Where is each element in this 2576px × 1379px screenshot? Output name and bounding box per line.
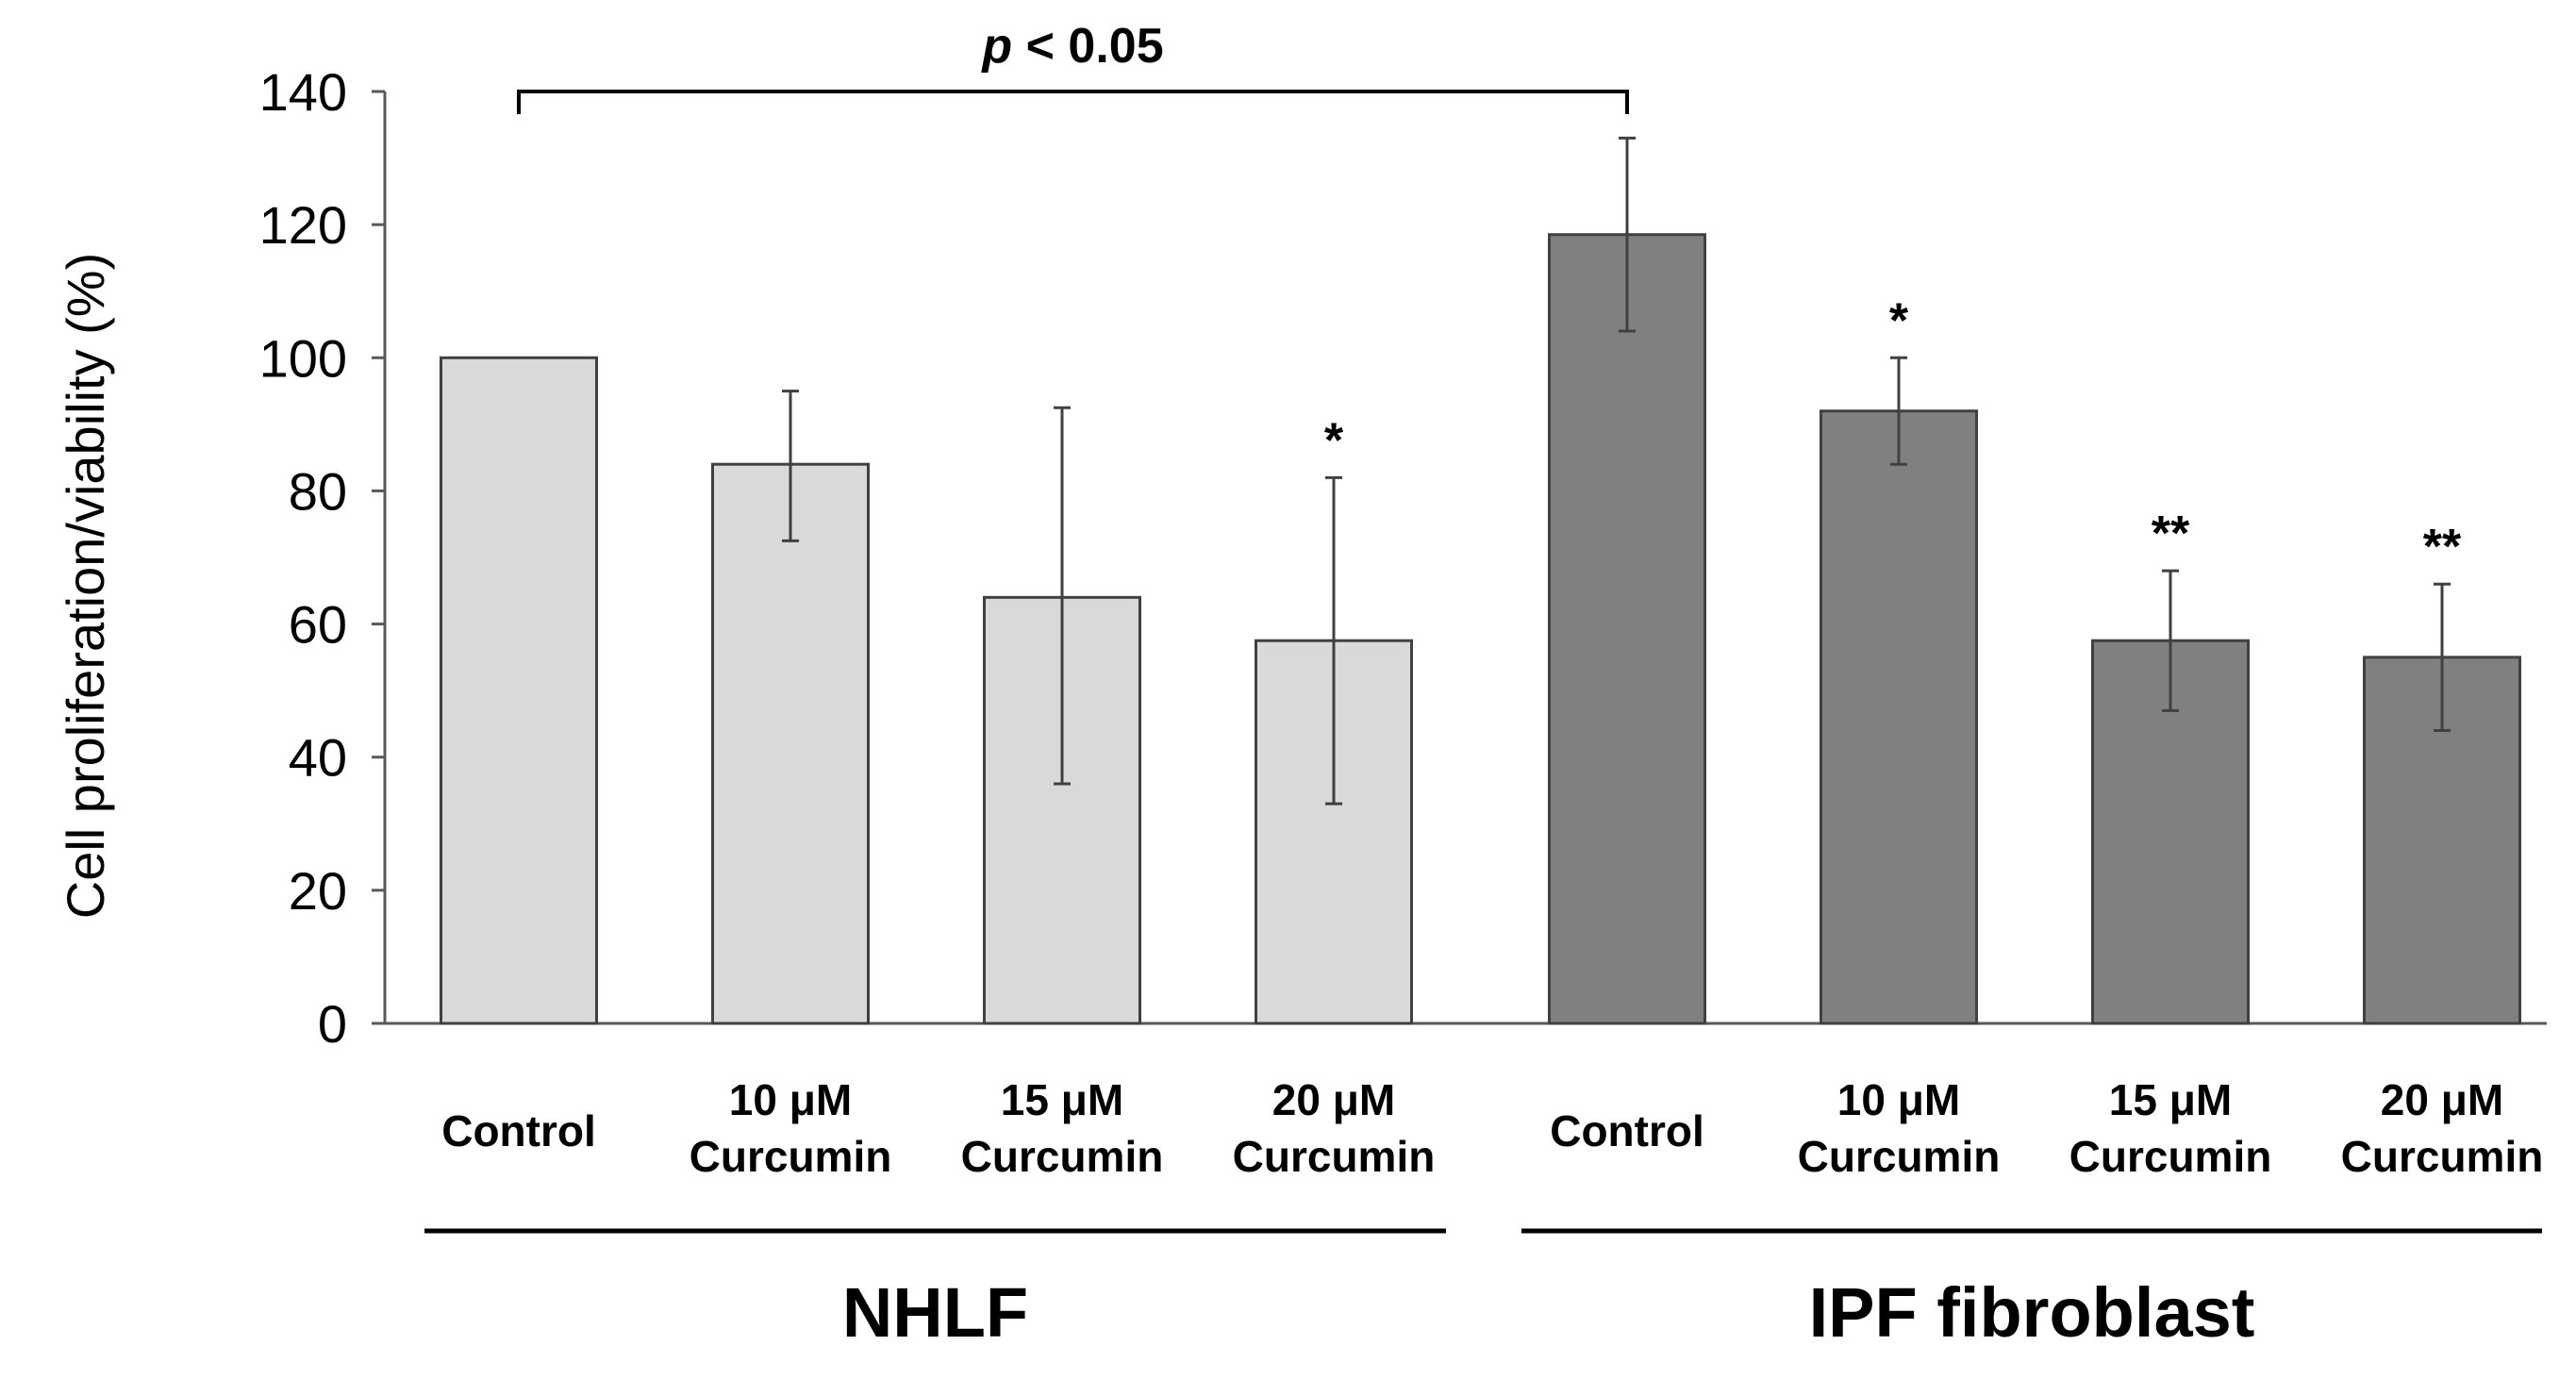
category-label-line1: 15 μM (1001, 1075, 1123, 1124)
category-label-line2: Curcumin (1798, 1132, 2001, 1181)
bar (711, 462, 870, 1025)
labels: Control 10 μM Curcumin 15 μM Curcumin * 20 μM C… (424, 19, 2543, 1352)
significance-marker: ** (2152, 507, 2190, 561)
y-tick-label: 80 (289, 461, 347, 521)
category-label-line1: 20 μM (2381, 1075, 2503, 1124)
category-label-line1: 10 μM (729, 1075, 852, 1124)
category-label-line2: Curcumin (690, 1132, 892, 1181)
category-label: Control (441, 1106, 596, 1155)
axes: 0 20 40 60 80 100 120 140 Cell proliferation/via… (56, 62, 2547, 1054)
y-tick-label: 40 (289, 728, 347, 788)
significance-marker: * (1324, 413, 1344, 468)
p-value-label: p < 0.05 (980, 19, 1163, 74)
group-label: IPF fibroblast (1809, 1273, 2255, 1352)
category-label-line2: Curcumin (1233, 1132, 1436, 1181)
category-label-line2: Curcumin (2069, 1132, 2272, 1181)
significance-marker: ** (2423, 520, 2462, 574)
y-axis-label: Cell proliferation/viability (%) (56, 253, 115, 919)
y-tick-label: 120 (259, 195, 347, 255)
y-tick-label: 60 (289, 595, 347, 655)
category-label-line2: Curcumin (961, 1132, 1164, 1181)
error-bars (782, 136, 2451, 806)
significance-marker: * (1889, 293, 1909, 348)
y-tick-label: 140 (259, 62, 347, 122)
p-value-symbol: p (980, 19, 1012, 74)
category-label-line1: 10 μM (1837, 1075, 1960, 1124)
comparison-bracket (517, 90, 1629, 114)
bar (440, 356, 598, 1025)
category-label: Control (1550, 1106, 1704, 1155)
p-value-threshold: < 0.05 (1012, 19, 1163, 74)
category-label-line1: 20 μM (1272, 1075, 1395, 1124)
y-tick-label: 0 (318, 994, 347, 1054)
bars (440, 233, 2521, 1025)
category-label-line1: 15 μM (2109, 1075, 2232, 1124)
bar (1548, 233, 1706, 1025)
y-tick-label: 100 (259, 328, 347, 388)
bar (1820, 409, 1978, 1025)
group-label: NHLF (842, 1273, 1028, 1352)
category-label-line2: Curcumin (2341, 1132, 2544, 1181)
y-tick-label: 20 (289, 861, 347, 921)
